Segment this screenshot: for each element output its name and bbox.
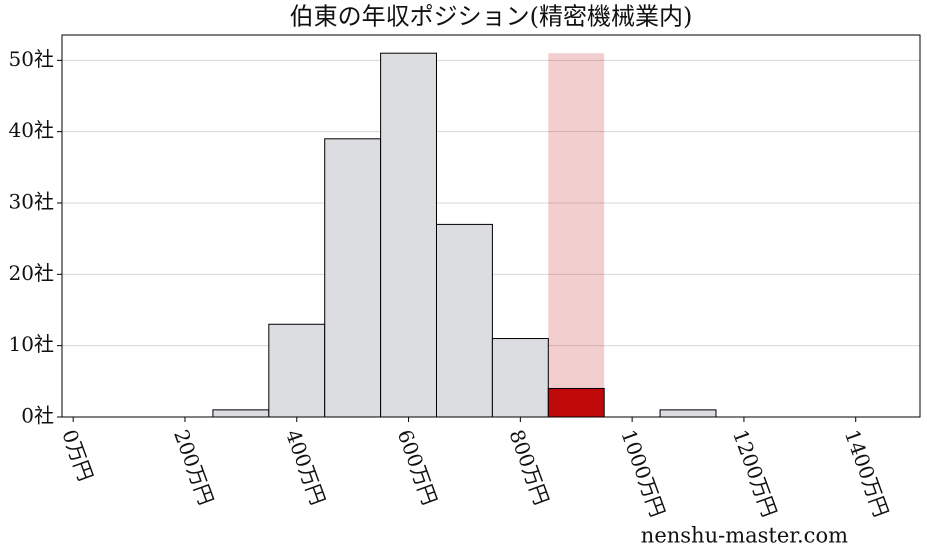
bar bbox=[268, 323, 326, 418]
y-tick-label: 30社 bbox=[9, 189, 54, 213]
x-tick-label: 800万円 bbox=[504, 426, 553, 508]
x-tick-label: 1000万円 bbox=[616, 426, 670, 520]
bar bbox=[436, 223, 493, 418]
y-tick-label: 0社 bbox=[21, 404, 54, 428]
x-tick-label: 600万円 bbox=[393, 426, 442, 508]
bar bbox=[547, 387, 605, 418]
chart-title: 伯東の年収ポジション(精密機械業内) bbox=[290, 3, 693, 31]
bar bbox=[491, 338, 549, 418]
x-tick-label: 0万円 bbox=[57, 426, 98, 484]
watermark: nenshu-master.com bbox=[641, 524, 848, 548]
bar bbox=[324, 138, 382, 418]
plot-frame bbox=[61, 34, 921, 418]
highlight-band bbox=[548, 53, 605, 417]
x-tick-label: 200万円 bbox=[169, 426, 218, 508]
x-tick-label: 400万円 bbox=[281, 426, 330, 508]
bar bbox=[212, 409, 270, 418]
y-tick-label: 50社 bbox=[9, 47, 54, 71]
y-tick-label: 10社 bbox=[9, 332, 54, 356]
y-tick-label: 20社 bbox=[9, 261, 54, 285]
x-tick-label: 1200万円 bbox=[728, 426, 782, 520]
bar bbox=[659, 409, 717, 418]
y-tick-label: 40社 bbox=[9, 118, 54, 142]
bar bbox=[380, 52, 438, 418]
x-tick-label: 1400万円 bbox=[840, 426, 894, 520]
